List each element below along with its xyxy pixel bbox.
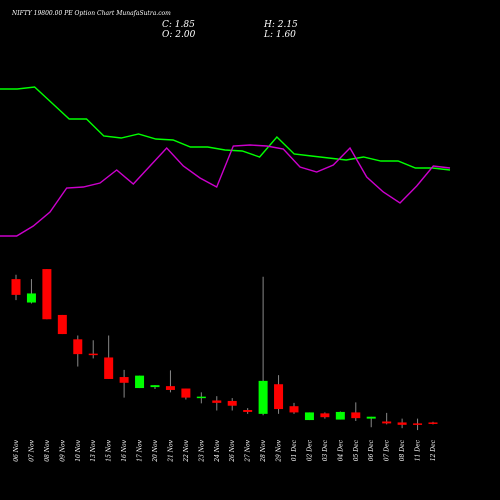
- series-line-magenta: [0, 144, 451, 237]
- x-tick-label: 06 Dec: [368, 439, 375, 461]
- open-price-label: O: 2.00: [162, 30, 196, 40]
- candle-down: [119, 377, 129, 383]
- candle-up: [258, 380, 268, 414]
- x-tick-label: 15 Nov: [106, 439, 113, 461]
- candle-up: [26, 293, 36, 303]
- x-tick-label: 06 Nov: [13, 439, 20, 461]
- x-tick-label: 02 Dec: [306, 439, 313, 461]
- series-line-green: [0, 86, 451, 171]
- close-price-label: C: 1.85: [162, 20, 195, 30]
- low-price-label: L: 1.60: [264, 30, 296, 40]
- candle-down: [212, 400, 222, 403]
- candle-up: [335, 411, 345, 420]
- x-tick-label: 29 Nov: [276, 439, 283, 462]
- candle-down: [351, 412, 361, 419]
- x-tick-label: 12 Dec: [430, 439, 437, 461]
- x-tick-label: 16 Nov: [121, 439, 128, 461]
- x-tick-label: 08 Dec: [399, 439, 406, 461]
- candle-up: [196, 396, 206, 399]
- x-tick-label: 07 Nov: [28, 439, 35, 461]
- candle-down: [88, 353, 98, 356]
- candle-down: [57, 314, 67, 335]
- candle-down: [382, 421, 392, 424]
- x-tick-label: 07 Dec: [384, 439, 391, 461]
- x-tick-label: 11 Dec: [415, 439, 422, 461]
- candle-down: [73, 339, 83, 355]
- candle-down: [42, 269, 52, 320]
- candle-down: [181, 388, 191, 398]
- x-tick-label: 23 Nov: [198, 439, 205, 462]
- high-price-label: H: 2.15: [264, 20, 298, 30]
- x-tick-label: 17 Nov: [137, 439, 144, 461]
- x-tick-label: 09 Nov: [59, 439, 66, 461]
- candle-down: [227, 400, 237, 406]
- x-tick-label: 10 Nov: [75, 439, 82, 461]
- x-tick-label: 13 Nov: [90, 439, 97, 461]
- candle-up: [304, 412, 314, 421]
- candle-up: [150, 385, 160, 388]
- candle-down: [289, 406, 299, 413]
- x-tick-label: 03 Dec: [322, 439, 329, 461]
- x-tick-label: 24 Nov: [214, 439, 221, 462]
- x-tick-label: 26 Nov: [229, 439, 236, 462]
- candle-up: [366, 416, 376, 419]
- x-tick-label: 27 Nov: [245, 439, 252, 462]
- x-tick-label: 08 Nov: [44, 439, 51, 461]
- candle-down: [104, 357, 114, 379]
- x-tick-label: 21 Nov: [167, 439, 174, 462]
- candle-up: [135, 375, 145, 389]
- candle-down: [428, 422, 438, 424]
- candle-down: [397, 422, 407, 425]
- x-tick-label: 28 Nov: [260, 439, 267, 462]
- x-tick-label: 22 Nov: [183, 439, 190, 462]
- candle-down: [243, 410, 253, 412]
- x-tick-label: 04 Dec: [337, 439, 344, 461]
- x-tick-label: 01 Dec: [291, 439, 298, 461]
- candle-down: [320, 413, 330, 418]
- x-tick-label: 20 Nov: [152, 439, 159, 462]
- candle-down: [274, 384, 284, 410]
- candle-down: [11, 279, 21, 295]
- x-tick-label: 05 Dec: [353, 439, 360, 461]
- chart-title: NIFTY 19800.00 PE Option Chart MunafaSut…: [12, 10, 171, 17]
- candle-down: [413, 423, 423, 425]
- candle-down: [165, 386, 175, 390]
